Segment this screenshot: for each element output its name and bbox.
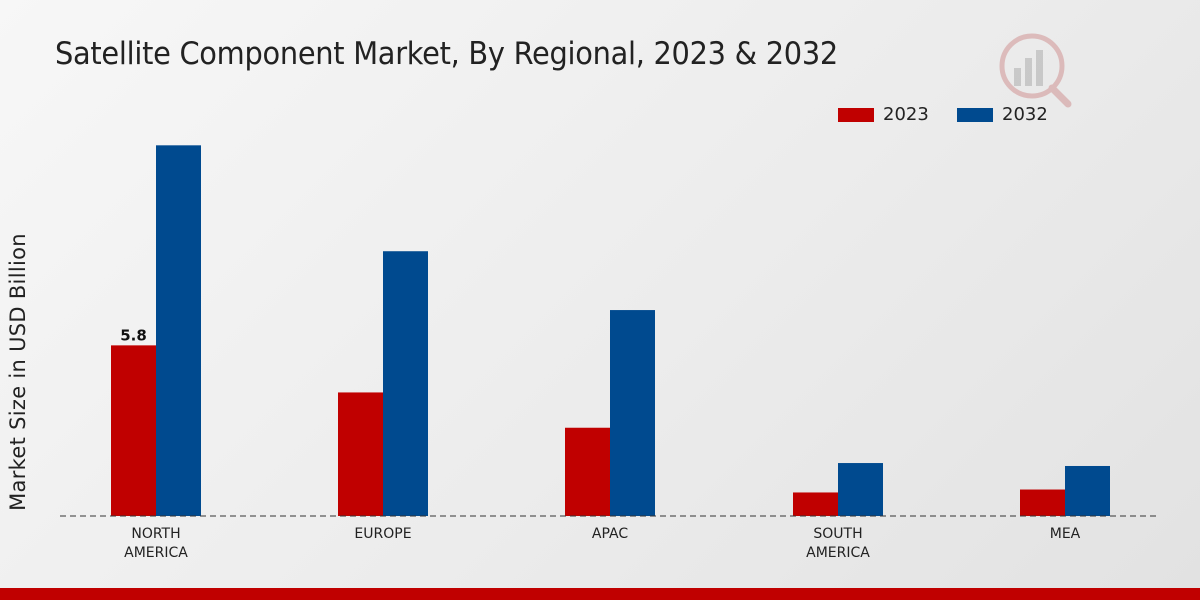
bar-2023-mea (1020, 489, 1065, 516)
x-tick-label-apac-0: APAC (592, 526, 628, 542)
x-tick-label-north-america-0: NORTH (131, 526, 180, 542)
legend-swatch-2032 (957, 107, 993, 122)
legend-item-2023: 2023 (838, 104, 929, 125)
bar-2023-north-america (111, 345, 156, 516)
x-tick-label-north-america-1: AMERICA (124, 545, 188, 561)
bar-2023-apac (565, 427, 610, 516)
bar-2032-north-america (156, 145, 201, 516)
bar-2032-apac (610, 310, 655, 516)
x-tick-label-mea-0: MEA (1050, 526, 1081, 542)
x-tick-label-south-america-0: SOUTH (813, 526, 862, 542)
x-tick-label-south-america-1: AMERICA (806, 545, 870, 561)
bar-2023-south-america (793, 492, 838, 516)
bar-2032-south-america (838, 463, 883, 516)
chart-magnifier-logo-icon (994, 30, 1074, 110)
x-tick-label-europe-0: EUROPE (354, 526, 411, 542)
data-label-2023-north-america: 5.8 (120, 326, 147, 344)
bottom-accent-bar (0, 588, 1200, 600)
legend-item-2032: 2032 (957, 104, 1048, 125)
legend-swatch-2023 (838, 107, 874, 122)
chart-title: Satellite Component Market, By Regional,… (55, 36, 838, 72)
bar-2032-europe (383, 251, 428, 516)
bar-2032-mea (1065, 465, 1110, 516)
legend-label-2023: 2023 (883, 104, 929, 125)
bar-2023-europe (338, 392, 383, 516)
legend-label-2032: 2032 (1002, 104, 1048, 125)
